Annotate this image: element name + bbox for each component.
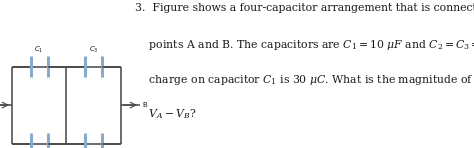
Text: 3.  Figure shows a four-capacitor arrangement that is connected to a larger circ: 3. Figure shows a four-capacitor arrange… xyxy=(135,3,474,13)
Text: $C_3$: $C_3$ xyxy=(89,45,99,55)
Text: $C_1$: $C_1$ xyxy=(34,45,44,55)
Text: B: B xyxy=(142,102,147,108)
Text: charge on capacitor $C_1$ is 30 $\mu C$. What is the magnitude of the potential : charge on capacitor $C_1$ is 30 $\mu C$.… xyxy=(135,73,474,87)
Text: points A and B. The capacitors are $C_1 = 10~\mu F$ and $C_2 = C_3 = C_4 = 20~\m: points A and B. The capacitors are $C_1 … xyxy=(135,38,474,52)
Text: $V_A - V_B$?: $V_A - V_B$? xyxy=(135,107,197,121)
